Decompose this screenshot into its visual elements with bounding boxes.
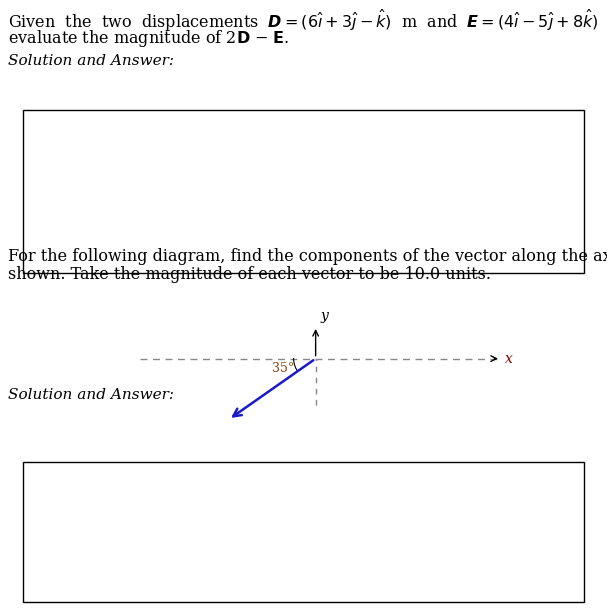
Bar	[23, 110, 584, 273]
Text: Solution and Answer:: Solution and Answer:	[8, 388, 174, 402]
Text: y: y	[320, 309, 328, 323]
Text: Given  the  two  displacements  $\boldsymbol{D} = (6\hat{\imath} + 3\hat{\jmath}: Given the two displacements $\boldsymbol…	[8, 8, 607, 34]
Bar	[23, 462, 584, 602]
Text: evaluate the magnitude of 2$\mathbf{D}$ $-$ $\mathbf{E}$.: evaluate the magnitude of 2$\mathbf{D}$ …	[8, 28, 290, 49]
Text: For the following diagram, find the components of the vector along the axes: For the following diagram, find the comp…	[8, 248, 607, 265]
Text: 35°: 35°	[272, 362, 294, 375]
Text: shown. Take the magnitude of each vector to be 10.0 units.: shown. Take the magnitude of each vector…	[8, 266, 491, 283]
Text: Solution and Answer:: Solution and Answer:	[8, 54, 174, 68]
Text: x: x	[505, 352, 513, 365]
